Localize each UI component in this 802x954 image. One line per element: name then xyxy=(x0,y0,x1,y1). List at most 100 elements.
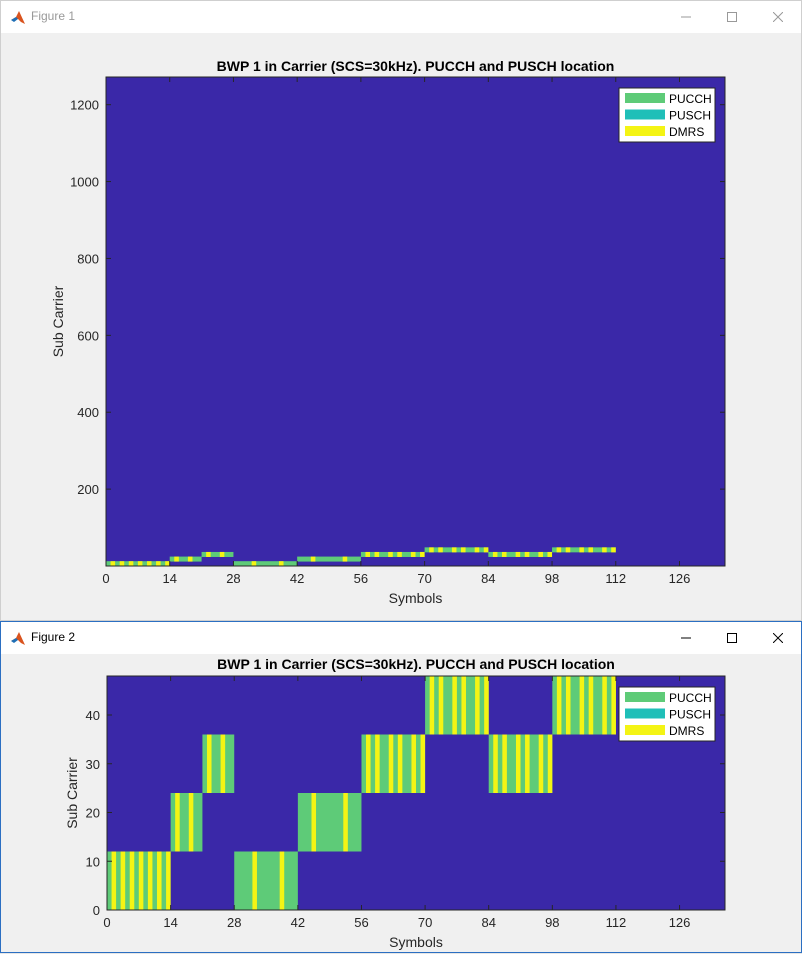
dmrs-symbol xyxy=(375,734,380,793)
dmrs-symbol xyxy=(565,676,571,735)
y-tick-label: 1000 xyxy=(70,175,99,190)
x-tick-label: 56 xyxy=(354,915,368,930)
dmrs-symbol xyxy=(219,551,225,557)
pucch-block xyxy=(234,851,298,910)
minimize-button[interactable] xyxy=(663,1,709,33)
dmrs-symbol xyxy=(579,676,585,735)
dmrs-symbol xyxy=(524,551,530,557)
x-tick-label: 42 xyxy=(290,571,304,586)
legend: PUCCH PUSCH DMRS xyxy=(618,87,716,143)
dmrs-symbol xyxy=(129,851,135,910)
dmrs-symbol xyxy=(515,734,521,793)
dmrs-symbol xyxy=(502,734,507,793)
legend-swatch xyxy=(625,708,665,719)
dmrs-symbol xyxy=(565,547,571,553)
pucch-block xyxy=(201,551,234,557)
legend-swatch xyxy=(625,93,665,103)
x-tick-label: 70 xyxy=(417,571,431,586)
legend-entry: PUCCH xyxy=(669,691,712,705)
dmrs-symbol xyxy=(525,734,530,793)
dmrs-symbol xyxy=(252,851,257,910)
dmrs-symbol xyxy=(206,734,212,793)
dmrs-symbol xyxy=(602,547,607,553)
figure-window-1: Figure 1 BWP 1 in Carrier (SCS=30kHz). P… xyxy=(0,0,802,621)
y-tick-label: 1200 xyxy=(70,98,99,113)
close-button[interactable] xyxy=(755,1,801,33)
dmrs-symbol xyxy=(461,547,466,553)
window-titlebar[interactable]: Figure 2 xyxy=(1,622,801,654)
dmrs-symbol xyxy=(111,851,117,910)
y-tick-label: 800 xyxy=(77,251,99,266)
close-button[interactable] xyxy=(755,622,801,654)
dmrs-symbol xyxy=(165,561,170,567)
dmrs-symbol xyxy=(388,551,393,557)
y-tick-label: 30 xyxy=(86,757,100,772)
y-tick-label: 400 xyxy=(77,405,99,420)
dmrs-symbol xyxy=(438,676,444,735)
matlab-icon xyxy=(11,632,25,645)
x-tick-label: 0 xyxy=(103,915,110,930)
dmrs-symbol xyxy=(311,793,317,852)
dmrs-symbol xyxy=(547,551,553,557)
dmrs-symbol xyxy=(366,734,371,793)
maximize-button[interactable] xyxy=(709,1,755,33)
x-tick-label: 84 xyxy=(481,915,495,930)
dmrs-symbol xyxy=(174,556,179,562)
figure-2-chart: BWP 1 in Carrier (SCS=30kHz). PUCCH and … xyxy=(64,656,726,950)
dmrs-symbol xyxy=(147,851,153,910)
dmrs-symbol xyxy=(588,676,594,735)
dmrs-symbol xyxy=(220,734,226,793)
x-tick-label: 84 xyxy=(481,571,495,586)
minimize-button[interactable] xyxy=(663,622,709,654)
x-tick-label: 28 xyxy=(226,571,240,586)
x-tick-label: 126 xyxy=(669,571,691,586)
dmrs-symbol xyxy=(411,734,416,793)
legend-entry: PUSCH xyxy=(669,109,711,123)
legend-entry: DMRS xyxy=(669,125,704,139)
dmrs-symbol xyxy=(175,793,180,852)
dmrs-symbol xyxy=(429,676,435,735)
x-tick-label: 98 xyxy=(545,571,559,586)
x-tick-label: 28 xyxy=(227,915,241,930)
axes-frame xyxy=(105,76,726,567)
dmrs-symbol xyxy=(279,851,285,910)
dmrs-symbol xyxy=(474,547,480,553)
dmrs-symbol xyxy=(365,551,370,557)
window-titlebar[interactable]: Figure 1 xyxy=(1,1,801,33)
pucch-block xyxy=(488,551,553,557)
dmrs-symbol xyxy=(611,676,616,735)
dmrs-symbol xyxy=(556,676,562,735)
y-axis-label: Sub Carrier xyxy=(50,285,66,357)
dmrs-symbol xyxy=(420,734,426,793)
x-tick-label: 56 xyxy=(354,571,368,586)
dmrs-symbol xyxy=(128,561,134,567)
maximize-button[interactable] xyxy=(709,622,755,654)
dmrs-symbol xyxy=(547,734,553,793)
dmrs-symbol xyxy=(187,556,193,562)
plot-area xyxy=(106,77,725,566)
maximize-icon xyxy=(727,12,737,22)
dmrs-symbol xyxy=(556,547,562,553)
maximize-icon xyxy=(727,633,737,643)
chart-title: BWP 1 in Carrier (SCS=30kHz). PUCCH and … xyxy=(217,656,615,672)
dmrs-symbol xyxy=(156,851,162,910)
x-tick-label: 42 xyxy=(291,915,305,930)
dmrs-symbol xyxy=(278,561,284,567)
y-tick-label: 200 xyxy=(77,482,99,497)
dmrs-symbol xyxy=(251,561,257,567)
legend-swatch xyxy=(625,126,665,136)
window-title: Figure 2 xyxy=(31,630,76,644)
legend-entry: PUSCH xyxy=(669,708,711,722)
legend-entry: PUCCH xyxy=(669,92,712,106)
dmrs-symbol xyxy=(501,551,507,557)
dmrs-symbol xyxy=(188,793,194,852)
pucch-block xyxy=(169,556,202,562)
y-tick-label: 20 xyxy=(86,806,100,821)
x-tick-label: 14 xyxy=(163,915,177,930)
minimize-icon xyxy=(681,637,691,639)
dmrs-symbol xyxy=(397,734,403,793)
dmrs-symbol xyxy=(397,551,402,557)
dmrs-symbol xyxy=(120,851,126,910)
dmrs-symbol xyxy=(374,551,380,557)
legend-entry: DMRS xyxy=(669,724,704,738)
